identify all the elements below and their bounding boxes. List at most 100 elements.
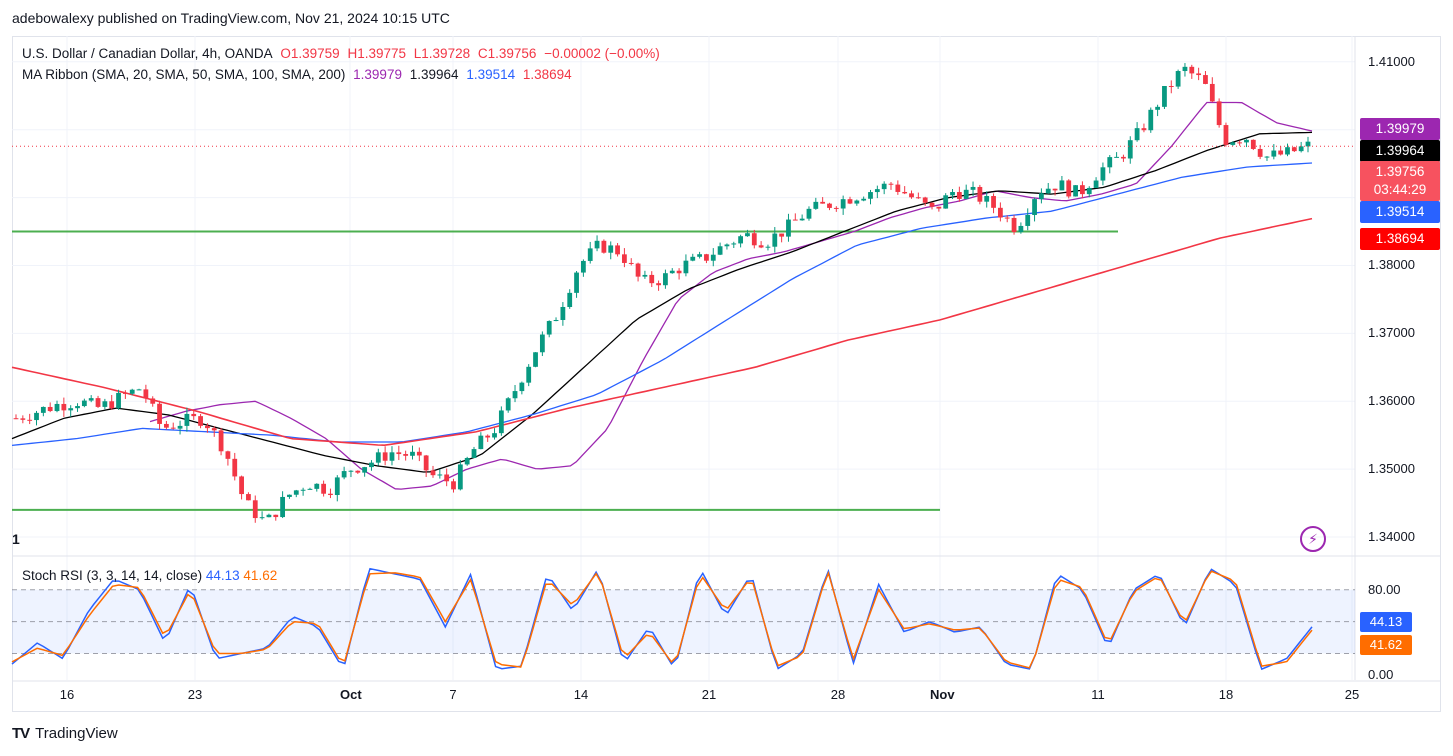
- candle: [40, 406, 46, 417]
- tradingview-logo[interactable]: TV TradingView: [12, 725, 118, 742]
- candle-body: [47, 406, 53, 412]
- time-tick-label: 7: [449, 687, 457, 702]
- lightning-icon[interactable]: ⚡: [1300, 526, 1326, 552]
- ma100-price-tag: 1.39514: [1360, 201, 1440, 223]
- candle: [177, 420, 183, 435]
- candle: [1114, 152, 1119, 158]
- candle: [546, 320, 552, 338]
- candle-body: [1141, 128, 1147, 131]
- candle: [587, 241, 593, 264]
- candle-body: [1107, 157, 1113, 168]
- candle: [1168, 80, 1174, 94]
- candle: [314, 483, 320, 492]
- stoch-d-line: [11, 570, 1313, 669]
- candle: [280, 491, 285, 519]
- candle: [1134, 122, 1140, 142]
- candle-body: [642, 274, 648, 277]
- candle-body: [1100, 167, 1106, 181]
- candle: [252, 495, 258, 523]
- candle: [498, 406, 504, 436]
- candle: [676, 268, 682, 280]
- candle: [122, 390, 128, 399]
- candle: [1059, 175, 1065, 191]
- candle: [792, 213, 798, 221]
- candle: [1250, 139, 1256, 151]
- candle: [963, 184, 969, 200]
- ma-ribbon-title[interactable]: MA Ribbon (SMA, 20, SMA, 50, SMA, 100, S…: [22, 67, 346, 82]
- candle: [991, 193, 996, 214]
- time-tick-label: 16: [59, 687, 75, 702]
- candle-body: [1216, 101, 1222, 126]
- candle-body: [1250, 139, 1256, 149]
- candle: [471, 446, 477, 459]
- candle-body: [75, 406, 80, 409]
- candle-body: [239, 476, 244, 495]
- candle-body: [628, 262, 634, 264]
- candle: [526, 364, 532, 387]
- candle-body: [40, 406, 46, 413]
- tradingview-logo-text: TradingView: [35, 725, 118, 742]
- candle: [1004, 215, 1010, 223]
- candle-body: [129, 389, 135, 394]
- candle: [1223, 122, 1229, 147]
- candle-body: [1155, 106, 1161, 110]
- candle: [205, 423, 210, 433]
- bar-countdown: 03:44:29: [1373, 182, 1427, 197]
- candle: [704, 253, 709, 264]
- candle-body: [225, 451, 231, 459]
- current-price-value: 1.39756: [1375, 164, 1425, 179]
- candle-body: [738, 236, 744, 244]
- candle: [881, 181, 887, 195]
- candle: [765, 244, 771, 251]
- stoch-rsi-title[interactable]: Stoch RSI (3, 3, 14, 14, close): [22, 568, 203, 583]
- candle-body: [991, 196, 996, 208]
- candle: [567, 289, 573, 309]
- candle: [239, 475, 244, 500]
- candle-body: [881, 183, 887, 190]
- candle-body: [1278, 150, 1284, 155]
- candle: [895, 180, 901, 195]
- candle: [827, 202, 832, 211]
- candle: [813, 197, 819, 210]
- candle-body: [464, 457, 470, 465]
- candle-body: [198, 416, 203, 426]
- candle-body: [1052, 188, 1058, 191]
- candle: [615, 243, 620, 257]
- candle: [403, 450, 409, 461]
- time-tick-label: 25: [1344, 687, 1360, 702]
- candle: [820, 197, 826, 204]
- candle-body: [314, 483, 320, 489]
- candle-body: [1093, 180, 1099, 188]
- candle: [68, 405, 74, 417]
- candle: [717, 242, 723, 256]
- candle: [95, 395, 101, 408]
- candle-body: [430, 470, 436, 476]
- candle-body: [683, 260, 689, 274]
- candle-body: [587, 248, 593, 261]
- candle: [1230, 141, 1236, 146]
- candle-body: [861, 198, 867, 201]
- candle: [970, 181, 976, 197]
- ma200-price-tag: 1.38694: [1360, 228, 1440, 250]
- ma100-value: 1.39514: [466, 67, 516, 82]
- candle-body: [1162, 86, 1167, 107]
- candle-body: [1127, 140, 1133, 159]
- candle: [54, 400, 60, 413]
- candle: [533, 352, 538, 368]
- candle: [444, 468, 450, 487]
- candle-body: [1045, 188, 1051, 194]
- symbol-title[interactable]: U.S. Dollar / Canadian Dollar, 4h, OANDA: [22, 46, 273, 61]
- candle: [505, 397, 511, 413]
- candle-body: [273, 514, 279, 518]
- price-tick-label: 1.35000: [1368, 461, 1415, 477]
- candle-body: [779, 233, 785, 237]
- candle: [34, 410, 39, 426]
- candle: [1127, 136, 1133, 164]
- candle-body: [1223, 125, 1229, 145]
- candle: [225, 450, 231, 466]
- candle-body: [833, 207, 839, 209]
- candle: [922, 196, 928, 206]
- candle-body: [1189, 66, 1195, 74]
- sma100-line: [11, 162, 1313, 447]
